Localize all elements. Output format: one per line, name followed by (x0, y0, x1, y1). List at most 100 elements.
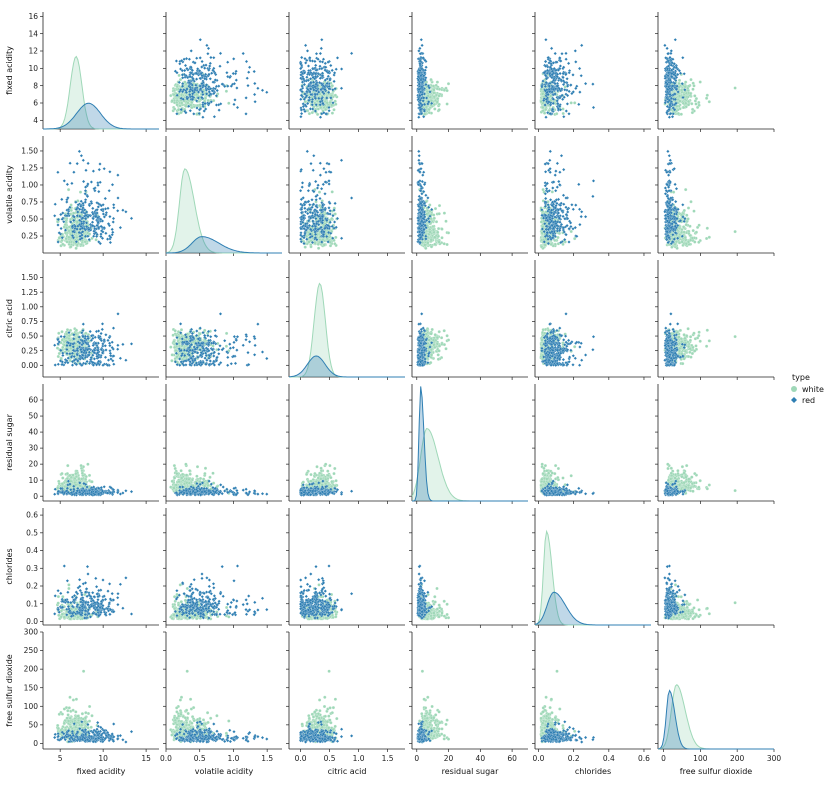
point-white (67, 229, 71, 233)
point-red (91, 206, 95, 211)
point-white (541, 92, 545, 96)
point-white (444, 219, 448, 223)
point-white (186, 101, 190, 105)
panel-volatile-acidity-vs-volatile-acidity (163, 136, 282, 256)
point-red (99, 232, 103, 236)
point-white (432, 216, 436, 220)
point-red (56, 223, 60, 227)
point-red (200, 59, 204, 64)
panel-volatile-acidity-vs-fixed-acidity (40, 136, 159, 256)
point-white (442, 242, 446, 246)
point-red (234, 78, 239, 82)
point-red (62, 179, 67, 183)
point-white (83, 240, 87, 244)
point-red (180, 73, 185, 77)
point-red (200, 65, 204, 69)
point-red (116, 196, 120, 200)
point-red (204, 63, 208, 67)
point-red (182, 87, 186, 92)
point-red (197, 111, 201, 116)
point-red (252, 92, 257, 97)
point-white (431, 228, 436, 232)
point-white (434, 220, 439, 224)
point-white (60, 238, 64, 242)
point-red (417, 158, 421, 163)
point-red (553, 51, 557, 56)
point-white (561, 107, 565, 111)
point-white (177, 73, 181, 78)
point-red (115, 209, 120, 213)
point-red (72, 170, 76, 174)
point-white (175, 84, 179, 89)
point-red (253, 81, 257, 86)
point-white (334, 235, 338, 239)
point-red (212, 114, 217, 119)
point-red (565, 102, 570, 106)
point-white (67, 235, 71, 239)
point-red (194, 83, 198, 87)
point-red (682, 72, 686, 76)
point-red (174, 59, 179, 63)
point-red (75, 161, 79, 166)
point-red (209, 71, 214, 75)
point-red (198, 87, 203, 91)
point-white (437, 87, 442, 91)
point-white (57, 236, 61, 240)
point-red (298, 188, 303, 193)
point-red (300, 181, 305, 185)
point-red (229, 84, 234, 88)
point-red (208, 77, 213, 81)
panel-fixed-acidity-vs-free-sulfur-dioxide (655, 12, 775, 132)
point-red (183, 63, 188, 68)
point-red (558, 71, 562, 76)
point-red (299, 55, 304, 60)
point-red (226, 74, 230, 79)
point-white (69, 245, 73, 249)
point-red (211, 68, 215, 72)
point-white (427, 110, 431, 115)
point-white (94, 238, 98, 242)
point-red (225, 70, 229, 75)
point-red (206, 46, 211, 51)
point-red (299, 114, 303, 119)
point-white (303, 245, 307, 249)
panel-fixed-acidity-vs-residual-sugar (409, 12, 528, 132)
point-red (217, 108, 221, 112)
point-red (211, 80, 215, 84)
point-red (188, 74, 192, 79)
point-red (207, 93, 212, 98)
point-red (349, 196, 354, 200)
point-red (105, 237, 110, 241)
point-red (564, 109, 569, 113)
point-white (436, 234, 440, 238)
point-white (678, 99, 682, 103)
point-red (97, 189, 101, 194)
point-red (201, 103, 205, 107)
point-red (231, 71, 236, 76)
point-red (579, 73, 583, 78)
point-red (179, 58, 184, 63)
point-red (308, 203, 312, 207)
point-red (208, 61, 213, 66)
point-red (571, 73, 575, 77)
point-red (200, 90, 205, 94)
point-red (103, 196, 108, 201)
point-white (317, 246, 321, 250)
point-red (543, 59, 548, 64)
point-red (201, 92, 205, 97)
point-red (189, 65, 193, 69)
point-red (321, 182, 326, 187)
point-red (235, 105, 240, 110)
point-red (198, 76, 202, 81)
point-white (445, 242, 449, 247)
point-red (231, 57, 236, 61)
point-red (310, 198, 314, 202)
point-white (330, 217, 334, 221)
point-white (313, 241, 317, 245)
point-red (544, 115, 548, 119)
point-red (178, 88, 183, 92)
point-red (303, 206, 307, 211)
point-red (207, 101, 211, 106)
point-white (333, 93, 337, 97)
point-white (330, 84, 334, 88)
